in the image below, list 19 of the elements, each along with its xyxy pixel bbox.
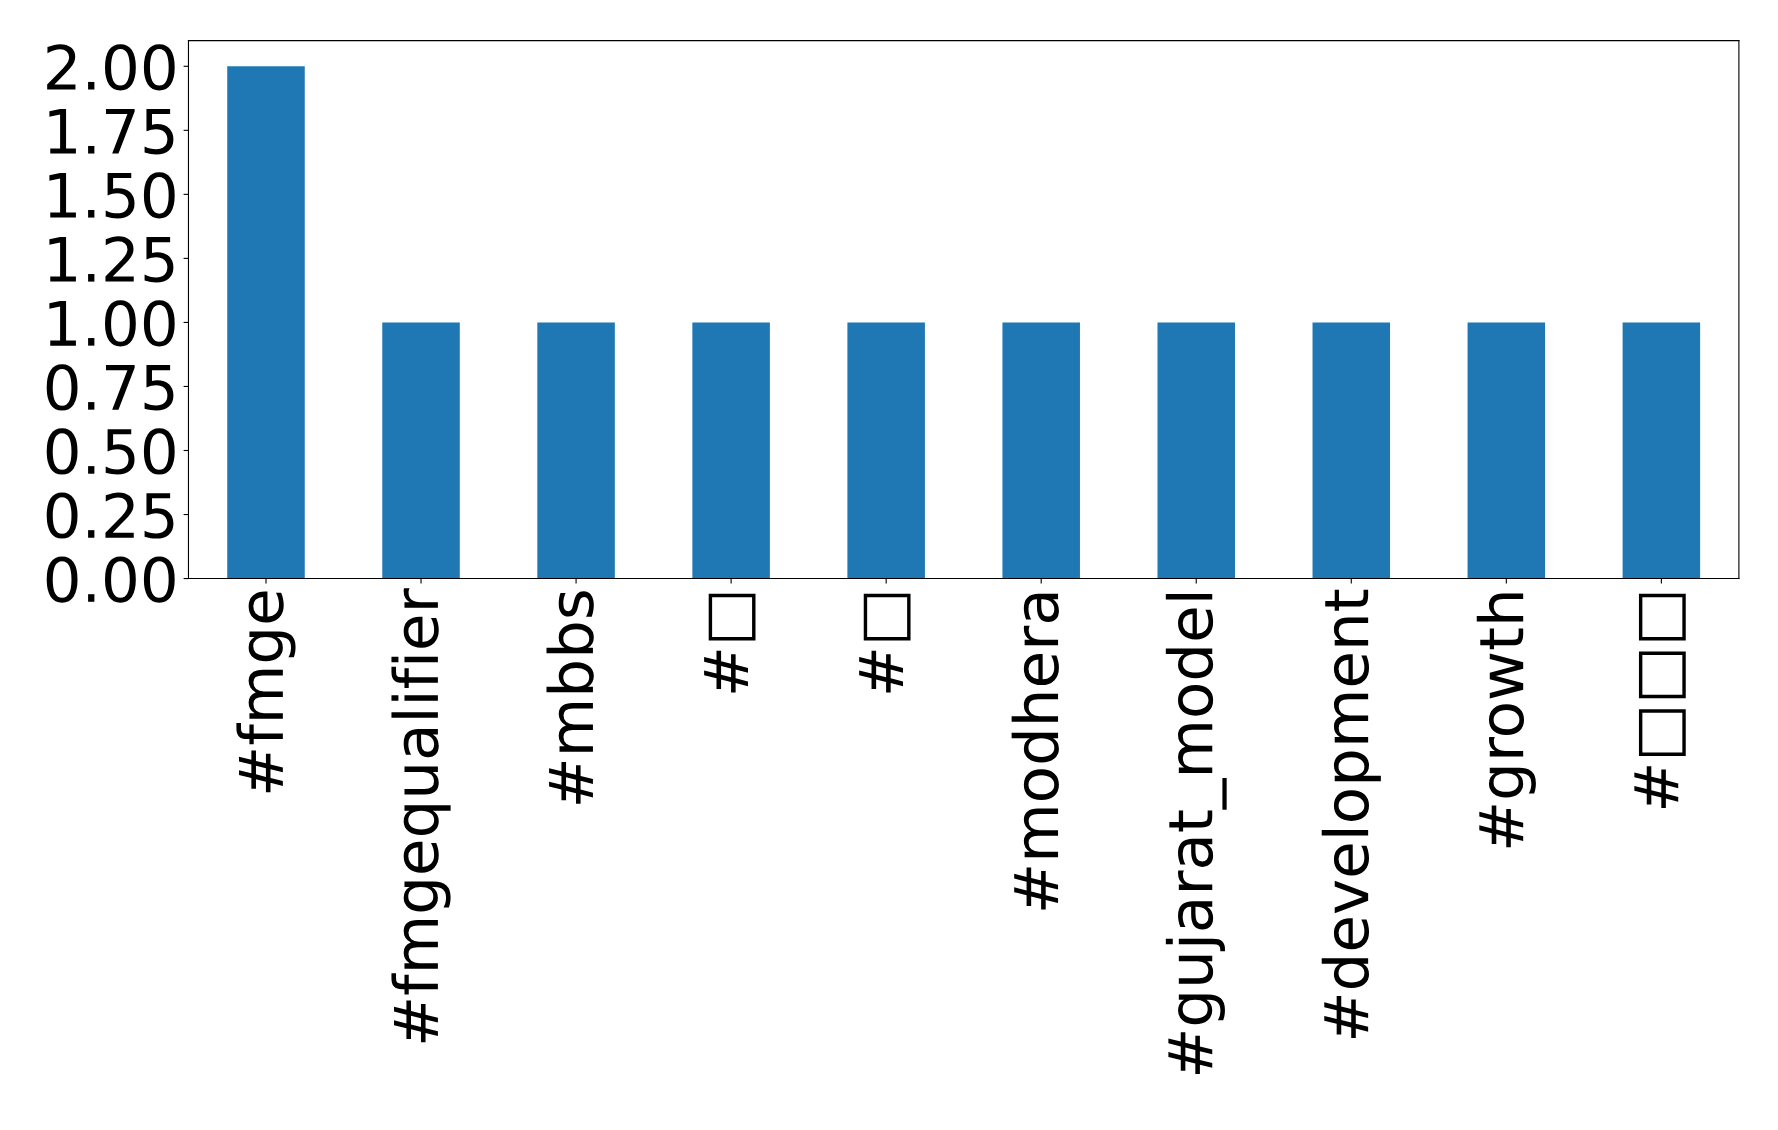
y-tick-label: 0.00	[46, 556, 175, 603]
y-tick-label: 0.50	[46, 428, 175, 475]
x-tick-label: #gujarat_model	[1165, 594, 1227, 1075]
x-tick-label: #modhera	[1011, 593, 1059, 910]
y-tick-label: 1.50	[49, 172, 175, 219]
x-tick-label: #development	[1321, 589, 1381, 1038]
y-tick-label: 1.75	[49, 108, 174, 155]
x-tick-label: #fmge	[236, 591, 296, 793]
x-tick-label: #mbbs	[546, 591, 594, 804]
y-tick-label: 1.25	[49, 236, 174, 283]
y-tick-label: 2.00	[47, 44, 175, 91]
x-tick-label: #□□□	[1634, 593, 1686, 808]
x-tick-label: #□	[704, 593, 756, 693]
y-tick-label: 0.75	[46, 364, 174, 411]
x-tick-label: #growth	[1476, 593, 1536, 848]
y-tick-label: 1.00	[49, 300, 175, 347]
x-tick-label: #□	[859, 593, 911, 693]
y-tick-label: 0.25	[46, 492, 174, 539]
x-tick-label: #fmgequalifier	[391, 588, 451, 1043]
